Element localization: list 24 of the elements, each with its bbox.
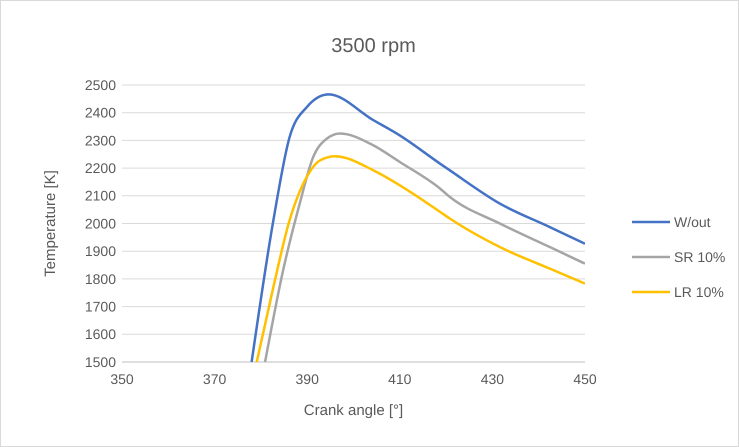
x-tick-label: 350 bbox=[110, 371, 134, 387]
x-tick-label: 430 bbox=[480, 371, 504, 387]
x-tick-label: 450 bbox=[573, 371, 597, 387]
y-tick-label: 1600 bbox=[84, 326, 116, 342]
x-tick-label: 370 bbox=[202, 371, 226, 387]
y-tick-label: 1500 bbox=[84, 354, 116, 370]
y-tick-label: 1900 bbox=[84, 243, 116, 260]
y-tick-label: 2300 bbox=[84, 132, 116, 148]
y-tick-label: 1800 bbox=[84, 270, 116, 287]
y-tick-label: 2500 bbox=[84, 76, 116, 93]
legend-label: LR 10% bbox=[674, 284, 724, 300]
x-tick-label: 390 bbox=[296, 371, 320, 387]
x-axis-title: Crank angle [°] bbox=[304, 402, 404, 419]
legend-label: W/out bbox=[674, 214, 711, 230]
x-tick-label: 410 bbox=[388, 371, 412, 387]
line-series bbox=[250, 93, 585, 362]
y-tick-label: 1700 bbox=[84, 298, 116, 314]
chart-title: 3500 rpm bbox=[331, 35, 416, 57]
y-tick-label: 2200 bbox=[84, 160, 116, 176]
y-tick-label: 2100 bbox=[84, 188, 116, 204]
y-tick-label: 2000 bbox=[84, 215, 116, 232]
y-axis-title: Temperature [K] bbox=[42, 170, 59, 277]
legend-label: SR 10% bbox=[674, 248, 726, 265]
y-tick-label: 2400 bbox=[84, 104, 116, 121]
